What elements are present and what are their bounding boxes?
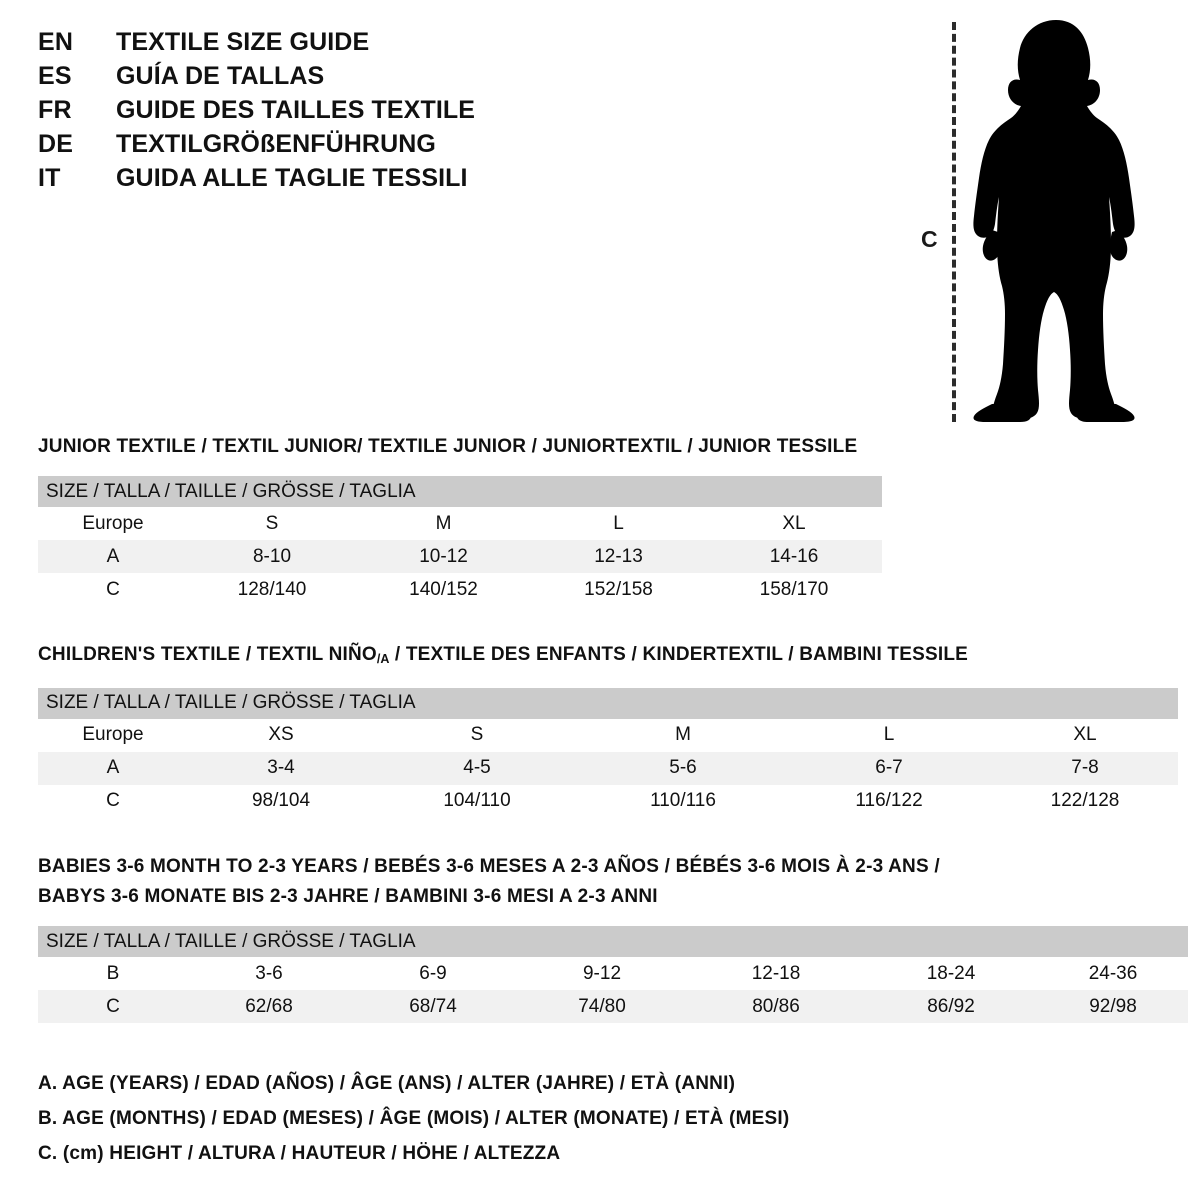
babies-row-c: C 62/68 68/74 74/80 80/86 86/92 92/98 bbox=[38, 990, 1188, 1023]
babies-size-table: SIZE / TALLA / TAILLE / GRÖSSE / TAGLIA … bbox=[38, 926, 1188, 1023]
language-code-es: ES bbox=[38, 62, 72, 90]
language-title-es: GUÍA DE TALLAS bbox=[116, 62, 325, 90]
junior-header-row: Europe S M L XL bbox=[38, 507, 882, 540]
children-row-c-l: 116/122 bbox=[786, 784, 992, 818]
section-title-children: CHILDREN'S TEXTILE / TEXTIL NIÑO/A / TEX… bbox=[38, 640, 1178, 674]
language-title-it: GUIDA ALLE TAGLIE TESSILI bbox=[116, 164, 468, 192]
junior-row-a-m: 10-12 bbox=[356, 540, 531, 573]
measurement-legend: A. AGE (YEARS) / EDAD (AÑOS) / ÂGE (ANS)… bbox=[38, 1066, 938, 1171]
junior-row-a-l: 12-13 bbox=[531, 540, 706, 573]
height-dashed-guide-line bbox=[952, 22, 956, 422]
children-row-a-label: A bbox=[38, 751, 188, 785]
children-band-row: SIZE / TALLA / TAILLE / GRÖSSE / TAGLIA bbox=[38, 687, 1178, 719]
language-code-it: IT bbox=[38, 164, 61, 192]
junior-size-l: L bbox=[531, 507, 706, 540]
children-row-a-l: 6-7 bbox=[786, 751, 992, 785]
children-row-a-m: 5-6 bbox=[580, 751, 786, 785]
babies-row-b-label: B bbox=[38, 957, 188, 990]
junior-row-a-s: 8-10 bbox=[188, 540, 356, 573]
babies-row-b-col2: 6-9 bbox=[350, 957, 516, 990]
babies-row-c-col3: 74/80 bbox=[516, 990, 688, 1023]
babies-row-b-col5: 18-24 bbox=[864, 957, 1038, 990]
babies-row-b-col1: 3-6 bbox=[188, 957, 350, 990]
children-size-m: M bbox=[580, 718, 786, 752]
section-title-children-post: / TEXTILE DES ENFANTS / KINDERTEXTIL / B… bbox=[389, 644, 968, 665]
babies-row-b: B 3-6 6-9 9-12 12-18 18-24 24-36 bbox=[38, 957, 1188, 990]
children-row-c-m: 110/116 bbox=[580, 784, 786, 818]
babies-row-c-col4: 80/86 bbox=[688, 990, 864, 1023]
language-row-en: EN TEXTILE SIZE GUIDE bbox=[38, 28, 638, 62]
language-title-de: TEXTILGRÖßENFÜHRUNG bbox=[116, 130, 436, 158]
section-childrens-textile: CHILDREN'S TEXTILE / TEXTIL NIÑO/A / TEX… bbox=[38, 640, 1178, 818]
children-size-table: SIZE / TALLA / TAILLE / GRÖSSE / TAGLIA … bbox=[38, 687, 1178, 818]
language-title-en: TEXTILE SIZE GUIDE bbox=[116, 28, 370, 56]
junior-row-a-label: A bbox=[38, 540, 188, 573]
junior-size-s: S bbox=[188, 507, 356, 540]
children-row-c-label: C bbox=[38, 784, 188, 818]
junior-region-label: Europe bbox=[38, 507, 188, 540]
children-row-c-xl: 122/128 bbox=[992, 784, 1178, 818]
babies-row-c-col1: 62/68 bbox=[188, 990, 350, 1023]
section-title-children-sub: /A bbox=[376, 651, 390, 666]
legend-line-c: C. (cm) HEIGHT / ALTURA / HAUTEUR / HÖHE… bbox=[38, 1143, 561, 1164]
babies-row-c-col5: 86/92 bbox=[864, 990, 1038, 1023]
legend-line-a: A. AGE (YEARS) / EDAD (AÑOS) / ÂGE (ANS)… bbox=[38, 1073, 736, 1094]
height-measurement-figure: C bbox=[900, 14, 1150, 424]
babies-row-c-label: C bbox=[38, 990, 188, 1023]
section-babies-textile: BABIES 3-6 MONTH TO 2-3 YEARS / BEBÉS 3-… bbox=[38, 852, 1188, 1023]
junior-row-c-l: 152/158 bbox=[531, 573, 706, 606]
babies-row-b-col4: 12-18 bbox=[688, 957, 864, 990]
babies-row-c-col6: 92/98 bbox=[1038, 990, 1188, 1023]
children-row-c-xs: 98/104 bbox=[188, 784, 374, 818]
language-row-es: ES GUÍA DE TALLAS bbox=[38, 62, 638, 96]
child-silhouette-icon bbox=[973, 20, 1135, 422]
language-row-fr: FR GUIDE DES TAILLES TEXTILE bbox=[38, 96, 638, 130]
children-header-row: Europe XS S M L XL bbox=[38, 718, 1178, 752]
children-row-a-xl: 7-8 bbox=[992, 751, 1178, 785]
babies-row-c-col2: 68/74 bbox=[350, 990, 516, 1023]
junior-size-xl: XL bbox=[706, 507, 882, 540]
junior-row-a-xl: 14-16 bbox=[706, 540, 882, 573]
children-size-xl: XL bbox=[992, 718, 1178, 752]
language-title-block: EN TEXTILE SIZE GUIDE ES GUÍA DE TALLAS … bbox=[38, 28, 638, 198]
section-title-junior: JUNIOR TEXTILE / TEXTIL JUNIOR/ TEXTILE … bbox=[38, 436, 858, 457]
language-code-en: EN bbox=[38, 28, 74, 56]
language-code-fr: FR bbox=[38, 96, 72, 124]
children-size-l: L bbox=[786, 718, 992, 752]
section-title-babies-line2: BABYS 3-6 MONATE BIS 2-3 JAHRE / BAMBINI… bbox=[38, 886, 658, 907]
language-row-de: DE TEXTILGRÖßENFÜHRUNG bbox=[38, 130, 638, 164]
junior-row-c-s: 128/140 bbox=[188, 573, 356, 606]
babies-row-b-col3: 9-12 bbox=[516, 957, 688, 990]
children-row-a-xs: 3-4 bbox=[188, 751, 374, 785]
children-row-a-s: 4-5 bbox=[374, 751, 580, 785]
junior-row-c-label: C bbox=[38, 573, 188, 606]
babies-row-b-col6: 24-36 bbox=[1038, 957, 1188, 990]
height-measure-label-c: C bbox=[921, 226, 938, 252]
junior-size-table: SIZE / TALLA / TAILLE / GRÖSSE / TAGLIA … bbox=[38, 476, 882, 606]
babies-band-row: SIZE / TALLA / TAILLE / GRÖSSE / TAGLIA bbox=[38, 926, 1188, 957]
children-row-c-s: 104/110 bbox=[374, 784, 580, 818]
children-band-label: SIZE / TALLA / TAILLE / GRÖSSE / TAGLIA bbox=[38, 687, 1178, 719]
children-size-s: S bbox=[374, 718, 580, 752]
junior-row-a: A 8-10 10-12 12-13 14-16 bbox=[38, 540, 882, 573]
children-size-xs: XS bbox=[188, 718, 374, 752]
junior-row-c-m: 140/152 bbox=[356, 573, 531, 606]
junior-row-c: C 128/140 140/152 152/158 158/170 bbox=[38, 573, 882, 606]
section-title-babies-line1: BABIES 3-6 MONTH TO 2-3 YEARS / BEBÉS 3-… bbox=[38, 856, 940, 877]
babies-band-label: SIZE / TALLA / TAILLE / GRÖSSE / TAGLIA bbox=[38, 926, 1188, 957]
children-region-label: Europe bbox=[38, 718, 188, 752]
junior-band-row: SIZE / TALLA / TAILLE / GRÖSSE / TAGLIA bbox=[38, 476, 882, 507]
children-row-a: A 3-4 4-5 5-6 6-7 7-8 bbox=[38, 751, 1178, 785]
language-row-it: IT GUIDA ALLE TAGLIE TESSILI bbox=[38, 164, 638, 198]
junior-size-m: M bbox=[356, 507, 531, 540]
junior-band-label: SIZE / TALLA / TAILLE / GRÖSSE / TAGLIA bbox=[38, 476, 882, 507]
children-row-c: C 98/104 104/110 110/116 116/122 122/128 bbox=[38, 784, 1178, 818]
section-junior-textile: JUNIOR TEXTILE / TEXTIL JUNIOR/ TEXTILE … bbox=[38, 432, 882, 606]
language-title-fr: GUIDE DES TAILLES TEXTILE bbox=[116, 96, 476, 124]
language-code-de: DE bbox=[38, 130, 74, 158]
legend-line-b: B. AGE (MONTHS) / EDAD (MESES) / ÂGE (MO… bbox=[38, 1108, 790, 1129]
section-title-children-pre: CHILDREN'S TEXTILE / TEXTIL NIÑO bbox=[38, 644, 377, 665]
junior-row-c-xl: 158/170 bbox=[706, 573, 882, 606]
